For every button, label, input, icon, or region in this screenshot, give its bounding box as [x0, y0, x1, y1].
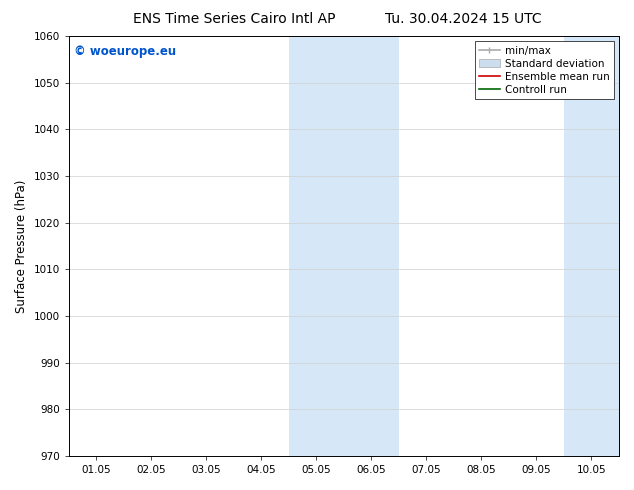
Y-axis label: Surface Pressure (hPa): Surface Pressure (hPa)	[15, 179, 28, 313]
Legend: min/max, Standard deviation, Ensemble mean run, Controll run: min/max, Standard deviation, Ensemble me…	[475, 41, 614, 99]
Text: Tu. 30.04.2024 15 UTC: Tu. 30.04.2024 15 UTC	[384, 12, 541, 26]
Bar	[289, 36, 399, 456]
Text: ENS Time Series Cairo Intl AP: ENS Time Series Cairo Intl AP	[133, 12, 336, 26]
Bar	[564, 36, 619, 456]
Text: © woeurope.eu: © woeurope.eu	[74, 45, 176, 57]
